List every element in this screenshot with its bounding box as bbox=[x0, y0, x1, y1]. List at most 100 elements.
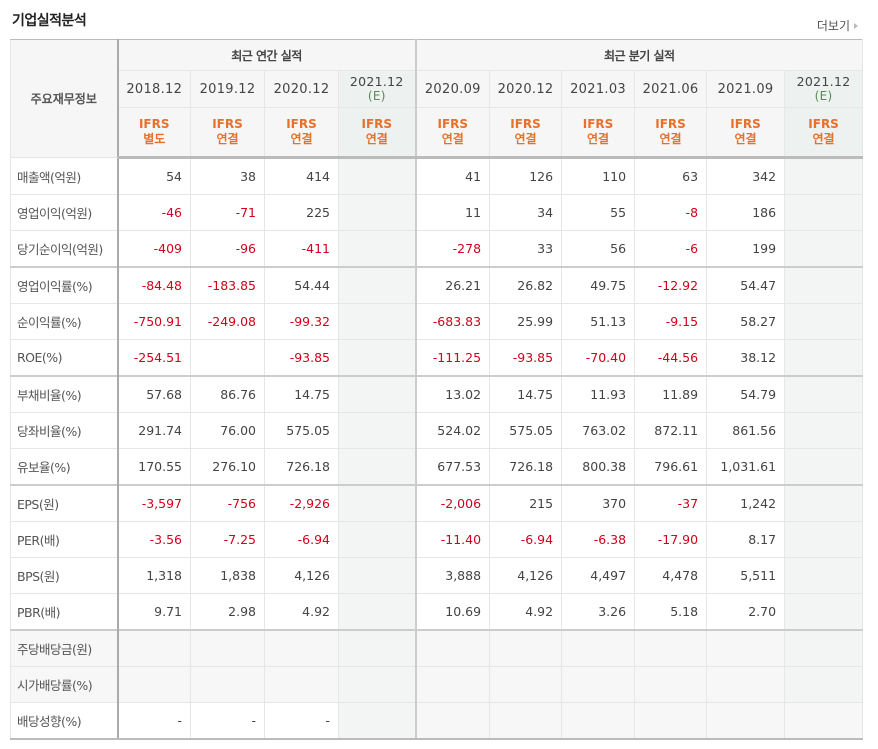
more-link[interactable]: 더보기 bbox=[817, 17, 858, 34]
table-cell: 225 bbox=[264, 194, 339, 231]
period-date: 2021.12 bbox=[796, 74, 851, 89]
consolidation-label: 연결 bbox=[365, 132, 388, 146]
table-cell bbox=[784, 702, 864, 740]
table-cell: 4.92 bbox=[489, 593, 563, 631]
ifrs-label: IFRS bbox=[286, 117, 317, 131]
table-cell bbox=[634, 666, 708, 703]
row-label: 순이익률(%) bbox=[10, 303, 119, 340]
table-row: 영업이익(억원) -46 -71 225 11 34 55 -8 186 bbox=[10, 194, 864, 231]
table-cell: 677.53 bbox=[415, 448, 491, 486]
table-cell bbox=[784, 157, 864, 195]
row-label: PER(배) bbox=[10, 521, 119, 558]
table-cell: 5,511 bbox=[706, 557, 786, 594]
table-cell bbox=[489, 666, 563, 703]
table-cell bbox=[264, 666, 339, 703]
period-date: 2021.12 bbox=[349, 74, 404, 89]
table-cell bbox=[415, 702, 491, 740]
table-row: 유보율(%) 170.55 276.10 726.18 677.53 726.18 800.… bbox=[10, 448, 864, 486]
table-cell: -249.08 bbox=[190, 303, 265, 340]
row-label: 당좌비율(%) bbox=[10, 412, 119, 449]
table-cell: -37 bbox=[634, 484, 708, 522]
table-cell bbox=[117, 629, 191, 667]
table-cell bbox=[784, 194, 864, 231]
table-cell: -44.56 bbox=[634, 339, 708, 377]
table-cell: 4,126 bbox=[264, 557, 339, 594]
table-cell: 3.26 bbox=[561, 593, 636, 631]
table-cell: -2,926 bbox=[264, 484, 339, 522]
table-cell bbox=[784, 230, 864, 268]
table-cell: 1,242 bbox=[706, 484, 786, 522]
table-cell: -9.15 bbox=[634, 303, 708, 340]
table-cell bbox=[337, 339, 417, 377]
table-cell bbox=[784, 266, 864, 304]
table-cell: 4,478 bbox=[634, 557, 708, 594]
table-cell: -71 bbox=[190, 194, 265, 231]
table-cell: 126 bbox=[489, 157, 563, 195]
ifrs-label: IFRS bbox=[655, 117, 686, 131]
table-cell: 796.61 bbox=[634, 448, 708, 486]
period-header: 2021.06 bbox=[634, 70, 708, 108]
table-cell bbox=[784, 448, 864, 486]
table-cell bbox=[337, 593, 417, 631]
table-cell bbox=[415, 666, 491, 703]
table-cell: - bbox=[117, 702, 191, 740]
table-row: 순이익률(%) -750.91 -249.08 -99.32 -683.83 25.99 5… bbox=[10, 303, 864, 340]
ifrs-basis: IFRS 연결 bbox=[634, 107, 708, 159]
row-label: 영업이익(억원) bbox=[10, 194, 119, 231]
period-date: 2021.03 bbox=[570, 81, 626, 97]
table-cell: 575.05 bbox=[264, 412, 339, 449]
row-label: EPS(원) bbox=[10, 484, 119, 522]
table-cell bbox=[784, 484, 864, 522]
table-cell bbox=[706, 666, 786, 703]
table-cell: 370 bbox=[561, 484, 636, 522]
table-cell: 58.27 bbox=[706, 303, 786, 340]
period-date: 2018.12 bbox=[126, 81, 183, 97]
ifrs-label: IFRS bbox=[582, 117, 614, 131]
group-header-quarterly: 최근 분기 실적 bbox=[415, 39, 864, 71]
table-cell: 51.13 bbox=[561, 303, 636, 340]
table-cell: -750.91 bbox=[117, 303, 191, 340]
table-cell bbox=[784, 303, 864, 340]
table-row: EPS(원) -3,597 -756 -2,926 -2,006 215 370 -37 1,2… bbox=[10, 484, 864, 522]
table-cell: 872.11 bbox=[634, 412, 708, 449]
table-cell: -17.90 bbox=[634, 521, 708, 558]
consolidation-label: 연결 bbox=[659, 132, 682, 146]
table-cell: -93.85 bbox=[264, 339, 339, 377]
table-cell: 57.68 bbox=[117, 375, 191, 413]
more-link-label: 더보기 bbox=[816, 19, 850, 33]
period-header: 2020.09 bbox=[415, 70, 491, 108]
table-cell bbox=[337, 629, 417, 667]
table-cell: -3.56 bbox=[117, 521, 191, 558]
table-cell bbox=[784, 521, 864, 558]
table-cell bbox=[190, 339, 265, 377]
ifrs-label: IFRS bbox=[510, 117, 541, 131]
table-cell: 291.74 bbox=[117, 412, 191, 449]
ifrs-label: IFRS bbox=[361, 117, 393, 131]
table-cell: - bbox=[264, 702, 339, 740]
period-date: 2019.12 bbox=[199, 81, 256, 97]
table-cell bbox=[337, 448, 417, 486]
row-label: ROE(%) bbox=[10, 339, 119, 377]
table-cell: 8.17 bbox=[706, 521, 786, 558]
table-cell: 86.76 bbox=[190, 375, 265, 413]
ifrs-label: IFRS bbox=[138, 117, 170, 131]
row-label: BPS(원) bbox=[10, 557, 119, 594]
table-cell bbox=[784, 412, 864, 449]
consolidation-label: 연결 bbox=[441, 132, 464, 146]
ifrs-basis: IFRS 연결 bbox=[190, 107, 265, 159]
table-cell bbox=[634, 702, 708, 740]
period-date: 2020.09 bbox=[424, 81, 481, 97]
table-cell: 14.75 bbox=[489, 375, 563, 413]
table-cell: -70.40 bbox=[561, 339, 636, 377]
ifrs-label: IFRS bbox=[212, 117, 243, 131]
table-cell: 11.89 bbox=[634, 375, 708, 413]
table-cell: 54.44 bbox=[264, 266, 339, 304]
label-column-header: 주요재무정보 bbox=[10, 39, 119, 158]
row-label: 배당성향(%) bbox=[10, 702, 119, 740]
table-row: 시가배당률(%) bbox=[10, 666, 864, 703]
table-cell bbox=[337, 412, 417, 449]
table-cell: -756 bbox=[190, 484, 265, 522]
table-cell: 14.75 bbox=[264, 375, 339, 413]
table-cell: 11 bbox=[415, 194, 491, 231]
table-cell bbox=[784, 666, 864, 703]
